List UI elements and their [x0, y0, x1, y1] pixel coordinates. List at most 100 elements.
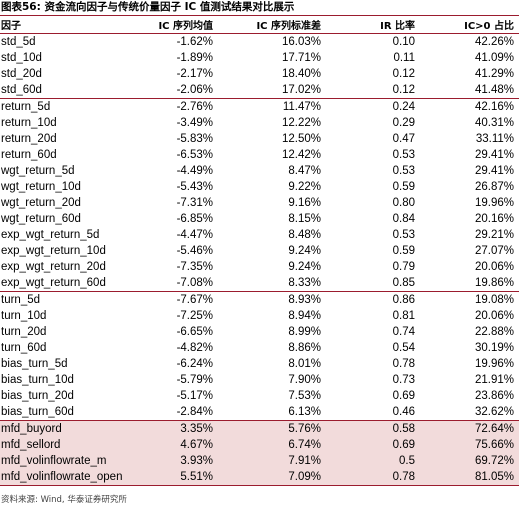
ic-mean-cell: -7.31% — [176, 197, 213, 209]
ic-positive-ratio-cell: 30.19% — [474, 342, 514, 354]
factor-cell: turn_10d — [1, 310, 47, 322]
ic-std-cell: 11.47% — [282, 101, 321, 113]
ic-mean-cell: -3.49% — [176, 117, 213, 129]
ic-mean-cell: -4.47% — [176, 229, 213, 241]
table-row: turn_5d -7.67% 8.93% 0.86 19.08% — [0, 292, 519, 309]
ic-mean-cell: -4.82% — [176, 342, 213, 354]
ir-cell: 0.29 — [392, 117, 415, 129]
table-row: mfd_volinflowrate_m 3.93% 7.91% 0.5 69.72% — [0, 453, 519, 469]
figure-title: 图表56: 资金流向因子与传统价量因子 IC 值测试结果对比展示 — [1, 1, 295, 13]
ic-std-cell: 8.01% — [288, 358, 321, 370]
table-row: turn_60d -4.82% 8.86% 0.54 30.19% — [0, 340, 519, 356]
ic-mean-cell: -6.85% — [176, 213, 213, 225]
ir-cell: 0.24 — [392, 101, 415, 113]
table-row: exp_wgt_return_5d -4.47% 8.48% 0.53 29.21% — [0, 227, 519, 243]
header-row: 因子 IC 序列均值 IC 序列标准差 IR 比率 IC>0 占比 — [0, 16, 519, 34]
ic-positive-ratio-cell: 72.64% — [420, 420, 519, 437]
ir-cell: 0.53 — [392, 165, 415, 177]
factor-cell: exp_wgt_return_5d — [1, 229, 100, 241]
ic-mean-cell: -5.83% — [176, 133, 213, 145]
ic-std-cell: 9.24% — [288, 261, 321, 273]
ir-cell: 0.59 — [392, 245, 415, 257]
ir-cell: 0.78 — [326, 469, 420, 486]
ir-cell: 0.86 — [392, 294, 415, 306]
factor-cell: std_20d — [1, 68, 42, 80]
ic-std-cell: 8.47% — [288, 165, 321, 177]
factor-cell: turn_60d — [1, 342, 47, 354]
factor-cell: turn_5d — [1, 294, 41, 306]
factor-cell: wgt_return_60d — [1, 213, 81, 225]
ic-std-cell: 5.76% — [218, 420, 326, 437]
ic-positive-ratio-cell: 81.05% — [420, 469, 519, 486]
ic-positive-ratio-cell: 40.31% — [474, 117, 514, 129]
ir-cell: 0.74 — [392, 326, 415, 338]
table-row: std_20d -2.17% 18.40% 0.12 41.29% — [0, 66, 519, 82]
factor-cell: std_10d — [1, 52, 42, 64]
ic-std-cell: 6.13% — [218, 404, 326, 421]
factor-cell: mfd_sellord — [0, 437, 122, 453]
ir-cell: 0.80 — [392, 197, 415, 209]
ic-mean-cell: -6.65% — [176, 326, 213, 338]
ir-cell: 0.12 — [392, 68, 415, 80]
factor-cell: std_5d — [1, 36, 36, 48]
ir-cell: 0.78 — [392, 358, 415, 370]
table-row: wgt_return_60d -6.85% 8.15% 0.84 20.16% — [0, 211, 519, 227]
table-row: bias_turn_5d -6.24% 8.01% 0.78 19.96% — [0, 356, 519, 372]
ic-std-cell: 9.16% — [288, 197, 321, 209]
ic-std-cell: 12.22% — [281, 117, 321, 129]
table-row: return_60d -6.53% 12.42% 0.53 29.41% — [0, 147, 519, 163]
table-row: std_60d -2.06% 17.02% 0.12 41.48% — [0, 82, 519, 99]
source-note: 资料来源: Wind, 华泰证券研究所 — [1, 495, 127, 505]
ic-std-cell: 8.86% — [288, 342, 321, 354]
table-row: wgt_return_20d -7.31% 9.16% 0.80 19.96% — [0, 195, 519, 211]
factor-cell: return_10d — [1, 117, 57, 129]
ic-mean-cell: 3.35% — [122, 420, 218, 437]
factor-cell: return_5d — [1, 101, 51, 113]
ic-positive-ratio-cell: 41.48% — [420, 82, 519, 99]
ic-positive-ratio-cell: 19.86% — [420, 275, 519, 292]
table-row: mfd_sellord 4.67% 6.74% 0.69 75.66% — [0, 437, 519, 453]
ic-std-cell: 17.02% — [218, 82, 326, 99]
ic-positive-ratio-cell: 20.16% — [474, 213, 514, 225]
ic-mean-cell: -1.62% — [176, 36, 213, 48]
table-row: turn_10d -7.25% 8.94% 0.81 20.06% — [0, 308, 519, 324]
header-ic-std: IC 序列标准差 — [218, 16, 326, 34]
factor-cell: wgt_return_20d — [1, 197, 81, 209]
table-row: mfd_buyord 3.35% 5.76% 0.58 72.64% — [0, 420, 519, 437]
ir-cell: 0.69 — [392, 390, 415, 402]
ic-std-cell: 7.53% — [288, 390, 321, 402]
ic-mean-cell: -6.53% — [176, 149, 213, 161]
ic-std-cell: 7.91% — [218, 453, 326, 469]
ic-positive-ratio-cell: 19.96% — [474, 358, 514, 370]
ic-mean-cell: 5.51% — [122, 469, 218, 486]
ir-cell: 0.85 — [326, 275, 420, 292]
ic-std-cell: 12.42% — [281, 149, 321, 161]
ic-positive-ratio-cell: 20.06% — [474, 261, 514, 273]
ic-positive-ratio-cell: 27.07% — [474, 245, 514, 257]
ic-std-cell: 8.33% — [218, 275, 326, 292]
factor-cell: mfd_volinflowrate_open_m — [0, 469, 122, 486]
factor-cell: mfd_volinflowrate_m — [0, 453, 122, 469]
ic-mean-cell: -2.17% — [176, 68, 213, 80]
ic-positive-ratio-cell: 29.21% — [474, 229, 514, 241]
header-factor: 因子 — [0, 16, 122, 34]
factor-cell: turn_20d — [1, 326, 47, 338]
table-row: bias_turn_10d -5.79% 7.90% 0.73 21.91% — [0, 372, 519, 388]
ir-cell: 0.81 — [392, 310, 415, 322]
ir-cell: 0.47 — [392, 133, 415, 145]
ic-positive-ratio-cell: 42.26% — [474, 36, 514, 48]
ir-cell: 0.54 — [392, 342, 415, 354]
ic-std-cell: 8.99% — [288, 326, 321, 338]
ic-positive-ratio-cell: 20.06% — [474, 310, 514, 322]
ic-mean-cell: -7.67% — [176, 294, 213, 306]
factor-cell: exp_wgt_return_60d — [0, 275, 122, 292]
ic-positive-ratio-cell: 29.41% — [474, 149, 514, 161]
table-row: bias_turn_60d -2.84% 6.13% 0.46 32.62% — [0, 404, 519, 421]
ir-cell: 0.5 — [326, 453, 420, 469]
ic-std-cell: 7.09% — [218, 469, 326, 486]
ic-mean-cell: -5.17% — [176, 390, 213, 402]
table-row: wgt_return_10d -5.43% 9.22% 0.59 26.87% — [0, 179, 519, 195]
ic-mean-cell: -2.76% — [176, 101, 213, 113]
table-row: turn_20d -6.65% 8.99% 0.74 22.88% — [0, 324, 519, 340]
ic-mean-cell: -6.24% — [176, 358, 213, 370]
